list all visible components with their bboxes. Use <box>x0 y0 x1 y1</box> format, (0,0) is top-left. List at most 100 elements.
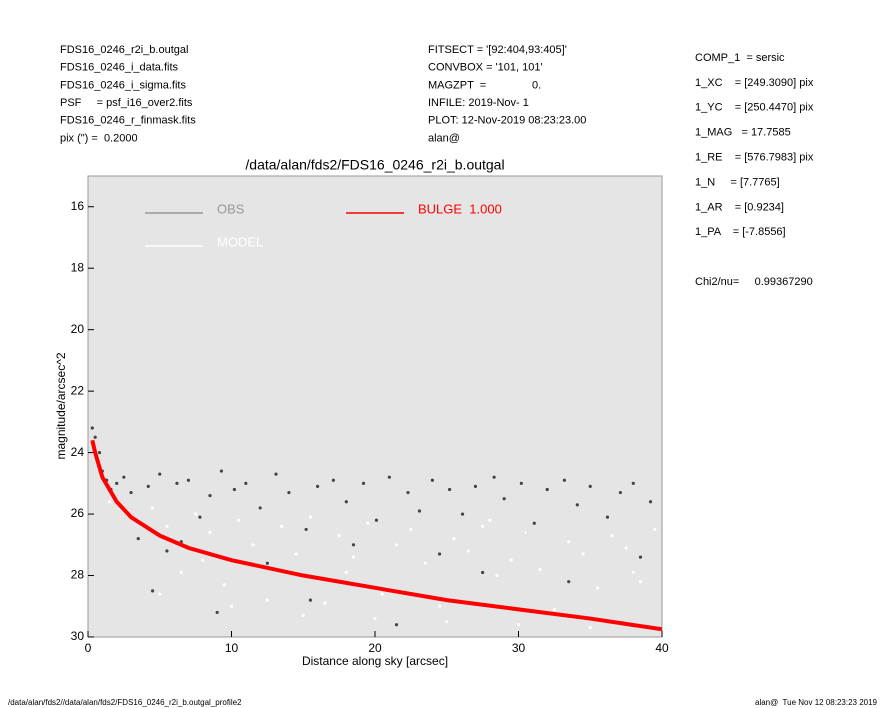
legend-label: OBS <box>217 201 245 216</box>
data-point <box>445 620 449 624</box>
data-point <box>165 524 169 528</box>
data-point <box>516 623 521 627</box>
y-axis-label: magnitude/arcsec^2 <box>54 352 68 459</box>
fit-parameter: 1_RE = [576.7983] pix <box>695 152 814 164</box>
data-point <box>366 521 370 525</box>
data-point <box>219 469 224 473</box>
data-point <box>90 426 94 430</box>
data-point <box>437 552 442 556</box>
fit-parameter: 1_PA = [-7.8556] <box>695 226 786 238</box>
fit-parameter: 1_N = [7.7765] <box>695 176 780 188</box>
data-point <box>122 475 126 479</box>
data-point <box>488 518 492 522</box>
data-point <box>265 561 269 565</box>
data-point <box>186 478 191 482</box>
footer-right: alan@ Tue Nov 12 08:23:23 2019 <box>755 698 878 707</box>
data-point <box>406 490 410 495</box>
data-point <box>316 484 320 489</box>
data-point <box>265 598 269 602</box>
data-point <box>136 537 140 541</box>
data-point <box>552 607 556 611</box>
x-tick-label: 10 <box>225 641 239 655</box>
data-point <box>373 616 377 621</box>
data-point <box>129 490 133 495</box>
data-point <box>423 561 427 565</box>
data-point <box>481 524 485 528</box>
data-point <box>208 494 212 498</box>
data-point <box>294 552 298 556</box>
data-point <box>351 543 356 547</box>
data-point <box>430 478 434 482</box>
bulge-profile <box>90 439 662 632</box>
data-point <box>301 613 305 618</box>
fit-parameter: COMP_1 = sersic <box>695 52 785 64</box>
data-point <box>222 583 226 587</box>
data-point <box>532 521 536 525</box>
data-point <box>179 570 183 575</box>
data-point <box>562 478 567 482</box>
data-point <box>653 527 657 532</box>
y-tick-label: 20 <box>71 322 85 336</box>
data-point <box>331 478 335 482</box>
x-axis-label: Distance along sky [arcsec] <box>302 654 448 668</box>
header-left-line: PSF = psf_i16_over2.fits <box>60 97 193 109</box>
header-middle-line: CONVBOX = '101, 101' <box>428 62 543 74</box>
data-point <box>208 530 212 535</box>
data-point <box>351 555 356 559</box>
data-point <box>304 527 308 532</box>
header-left-line: FDS16_0246_i_sigma.fits <box>60 79 186 91</box>
data-point <box>567 540 571 544</box>
header-left-line: pix (") = 0.2000 <box>60 132 138 144</box>
data-point <box>605 515 610 519</box>
data-point <box>308 515 313 519</box>
data-point <box>215 610 219 615</box>
data-point <box>344 500 348 504</box>
y-tick-label: 24 <box>71 445 85 459</box>
data-point <box>244 481 248 485</box>
data-point <box>394 623 399 627</box>
plot-area <box>87 175 663 638</box>
data-point <box>519 481 523 485</box>
data-point <box>581 552 585 556</box>
header-left-line: FDS16_0246_r2i_b.outgal <box>60 44 188 56</box>
footer-left: /data/alan/fds2//data/alan/fds2/FDS16_02… <box>8 698 242 707</box>
data-point <box>194 512 198 516</box>
data-point <box>495 573 499 578</box>
data-point <box>631 481 635 485</box>
fit-parameter: 1_AR = [0.9234] <box>695 201 784 213</box>
data-point <box>361 481 366 485</box>
data-point <box>323 601 327 605</box>
y-tick-label: 28 <box>71 568 85 582</box>
data-point <box>115 481 119 485</box>
data-point <box>287 490 291 495</box>
data-point <box>618 490 622 495</box>
header-middle-line: PLOT: 12-Nov-2019 08:23:23.00 <box>428 115 586 127</box>
data-point <box>344 570 348 575</box>
data-point <box>97 451 102 455</box>
data-point <box>648 500 653 504</box>
data-point <box>492 475 496 479</box>
data-point <box>237 518 241 522</box>
data-point <box>502 497 506 501</box>
data-point <box>158 472 162 476</box>
data-point <box>258 506 262 510</box>
x-tick-label: 30 <box>512 641 526 655</box>
data-point <box>198 515 202 519</box>
x-tick-label: 40 <box>655 641 669 655</box>
header-middle-line: FITSECT = '[92:404,93:405]' <box>428 44 567 56</box>
data-point <box>229 604 234 608</box>
y-tick-label: 16 <box>71 199 85 213</box>
header-middle-line: MAGZPT = 0. <box>428 79 541 91</box>
chart-title: /data/alan/fds2/FDS16_0246_r2i_b.outgal <box>245 157 504 173</box>
data-point <box>374 518 379 522</box>
header-middle-line: alan@ <box>428 132 460 144</box>
plot-marks <box>90 426 662 632</box>
data-point <box>437 604 442 608</box>
fit-parameter: 1_YC = [250.4470] pix <box>695 102 814 114</box>
header-middle-line: INFILE: 2019-Nov- 1 <box>428 97 529 109</box>
data-point <box>158 592 162 596</box>
fit-parameter: 1_XC = [249.3090] pix <box>695 77 814 89</box>
x-tick-label: 0 <box>85 641 92 655</box>
data-point <box>509 558 513 562</box>
